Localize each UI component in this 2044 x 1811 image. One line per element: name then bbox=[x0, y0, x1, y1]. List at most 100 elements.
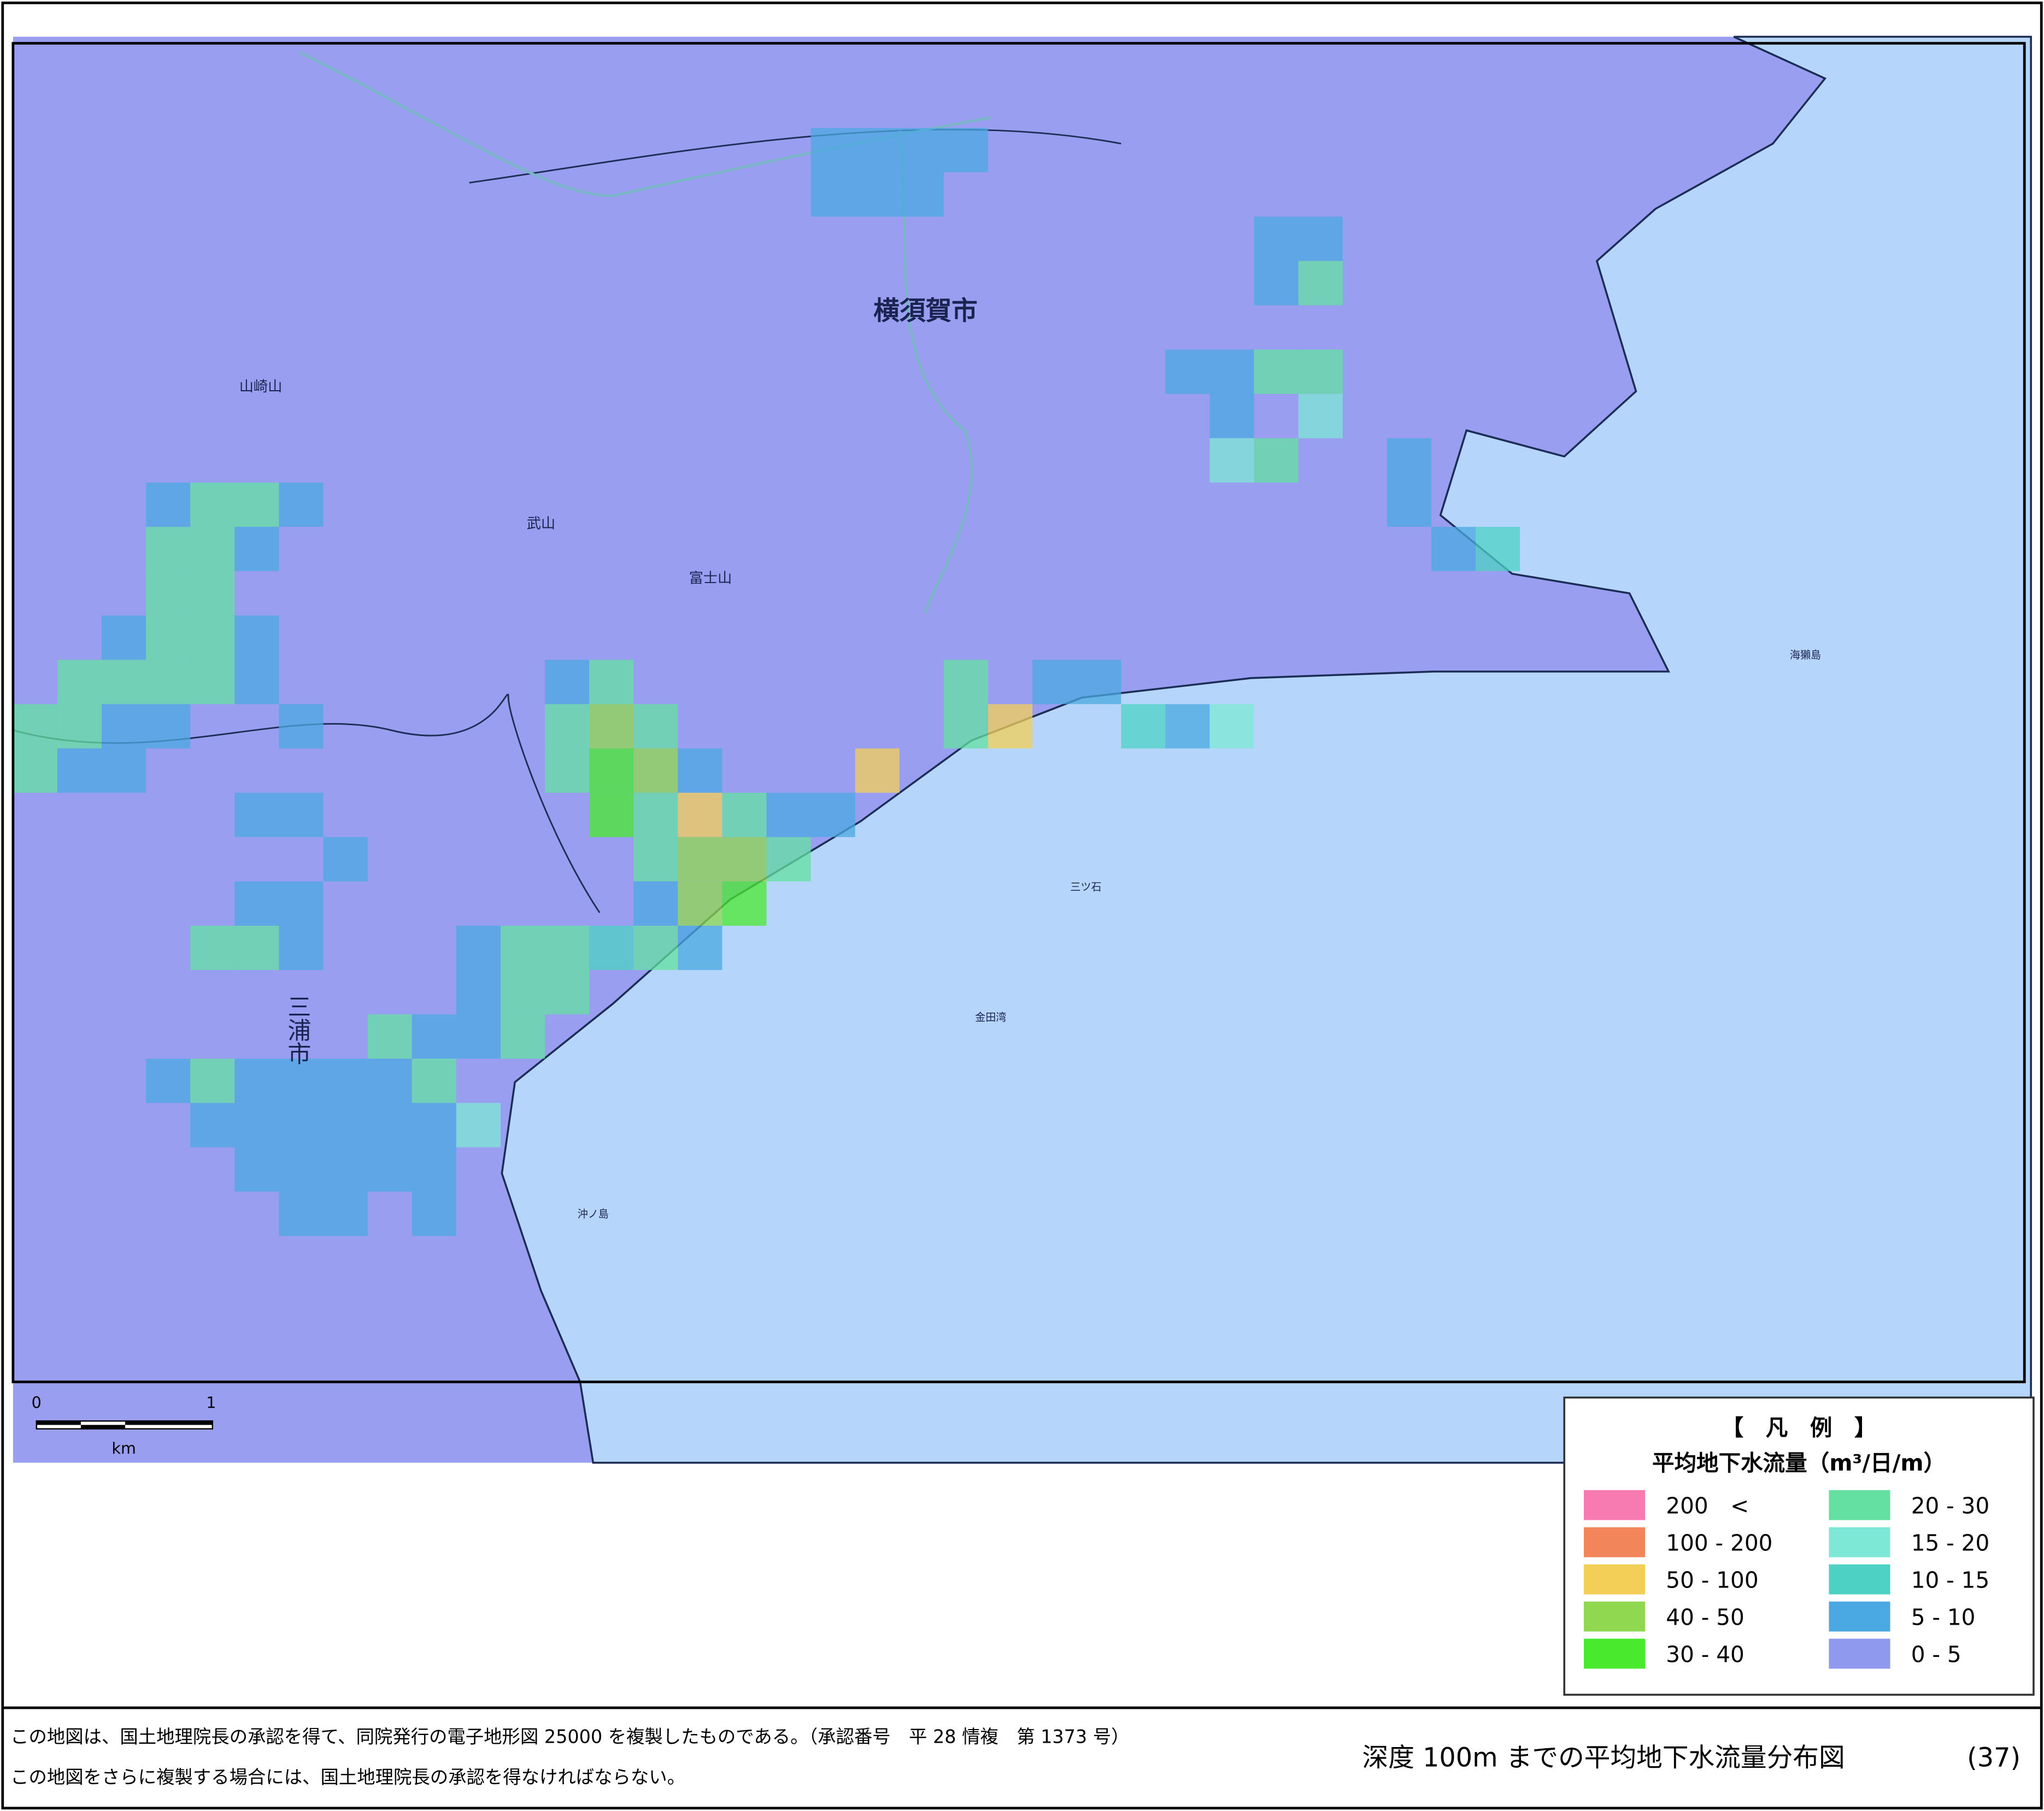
flow-cell bbox=[102, 704, 146, 749]
flow-cell bbox=[855, 748, 900, 793]
flow-cell bbox=[633, 792, 678, 837]
flow-cell bbox=[722, 792, 767, 837]
flow-cell bbox=[57, 748, 102, 793]
flow-cell bbox=[1209, 704, 1254, 749]
flow-cell bbox=[1165, 349, 1210, 394]
flow-grid bbox=[13, 128, 1520, 1236]
flow-cell bbox=[722, 881, 767, 926]
flow-cell bbox=[234, 1147, 279, 1192]
legend-swatch bbox=[1829, 1564, 1890, 1595]
flow-cell bbox=[279, 1059, 324, 1103]
flow-cell bbox=[190, 1059, 235, 1103]
scale-tick: 0 bbox=[32, 1393, 42, 1412]
place-label: 武山 bbox=[527, 515, 555, 532]
flow-cell bbox=[943, 128, 988, 173]
map-frame bbox=[11, 42, 2026, 1384]
legend-subtitle: 平均地下水流量（m³/日/m） bbox=[1652, 1450, 1946, 1476]
flow-cell bbox=[367, 1014, 412, 1059]
flow-cell bbox=[678, 881, 723, 926]
legend-swatch bbox=[1584, 1564, 1646, 1595]
footer-page: (37) bbox=[1967, 1743, 2020, 1773]
sea bbox=[501, 36, 2032, 1464]
flow-cell bbox=[234, 792, 279, 837]
flow-cell bbox=[234, 483, 279, 527]
flow-cell bbox=[1209, 349, 1254, 394]
flow-cell bbox=[1165, 704, 1210, 749]
flow-cell bbox=[279, 1103, 324, 1148]
flow-cell bbox=[1431, 527, 1476, 572]
flow-cell bbox=[279, 792, 324, 837]
flow-cell bbox=[190, 571, 235, 616]
flow-cell bbox=[146, 483, 191, 527]
flow-cell bbox=[810, 172, 855, 217]
flow-cell bbox=[279, 925, 324, 971]
flow-cell bbox=[633, 925, 678, 971]
flow-cell bbox=[279, 1191, 324, 1236]
legend-label: 10 - 15 bbox=[1911, 1567, 1990, 1594]
flow-cell bbox=[589, 792, 634, 837]
scale-unit: km bbox=[111, 1439, 136, 1457]
flow-cell bbox=[13, 704, 57, 749]
flow-cell bbox=[1121, 704, 1166, 749]
legend-swatch bbox=[1829, 1490, 1890, 1520]
flow-cell bbox=[190, 1103, 235, 1148]
flow-cell bbox=[589, 925, 634, 971]
legend-label: 50 - 100 bbox=[1666, 1567, 1758, 1594]
legend-label: 5 - 10 bbox=[1911, 1604, 1976, 1631]
flow-cell bbox=[234, 925, 279, 971]
flow-cell bbox=[899, 128, 944, 173]
flow-cell bbox=[589, 704, 634, 749]
legend-swatch bbox=[1584, 1638, 1646, 1669]
flow-cell bbox=[146, 704, 191, 749]
flow-cell bbox=[899, 172, 944, 217]
place-label: 金田湾 bbox=[975, 1012, 1006, 1024]
flow-cell bbox=[190, 527, 235, 572]
flow-cell bbox=[234, 527, 279, 572]
flow-cell bbox=[1298, 261, 1343, 305]
flow-cell bbox=[1387, 483, 1431, 527]
flow-cell bbox=[678, 925, 723, 971]
flow-cell bbox=[190, 615, 235, 660]
legend-title: 【 凡 例 】 bbox=[1722, 1415, 1877, 1441]
legend-swatch bbox=[1829, 1601, 1890, 1632]
flow-cell bbox=[810, 792, 855, 837]
flow-cell bbox=[323, 1147, 368, 1192]
flow-cell bbox=[1387, 438, 1431, 483]
flow-cell bbox=[1298, 393, 1343, 438]
flow-cell bbox=[323, 1191, 368, 1236]
flow-cell bbox=[412, 1191, 456, 1236]
legend: 【 凡 例 】 平均地下水流量（m³/日/m） 200 < 100 - 200 50… bbox=[1563, 1396, 2035, 1696]
flow-cell bbox=[412, 1014, 456, 1059]
flow-cell bbox=[323, 1103, 368, 1148]
flow-cell bbox=[589, 748, 634, 793]
flow-cell bbox=[456, 1103, 501, 1148]
flow-cell bbox=[234, 615, 279, 660]
flow-cell bbox=[456, 925, 501, 971]
flow-cell bbox=[500, 970, 545, 1015]
flow-cell bbox=[190, 925, 235, 971]
flow-cell bbox=[102, 660, 146, 704]
scale-bar-seg bbox=[36, 1421, 81, 1425]
flow-cell bbox=[57, 660, 102, 704]
flow-cell bbox=[545, 748, 590, 793]
flow-cell bbox=[1032, 660, 1077, 704]
legend-label: 15 - 20 bbox=[1911, 1530, 1990, 1556]
flow-cell bbox=[1298, 216, 1343, 261]
flow-cell bbox=[102, 615, 146, 660]
flow-cell bbox=[146, 527, 191, 572]
flow-cell bbox=[810, 128, 855, 173]
flow-cell bbox=[279, 483, 324, 527]
flow-cell bbox=[1077, 660, 1121, 704]
scale-bar-seg bbox=[80, 1425, 125, 1429]
flow-cell bbox=[234, 881, 279, 926]
legend-label: 40 - 50 bbox=[1666, 1604, 1745, 1631]
flow-cell bbox=[766, 837, 811, 881]
flow-cell bbox=[57, 704, 102, 749]
flow-cell bbox=[500, 1014, 545, 1059]
flow-cell bbox=[412, 1103, 456, 1148]
flow-cell bbox=[279, 881, 324, 926]
legend-swatch bbox=[1829, 1527, 1890, 1557]
